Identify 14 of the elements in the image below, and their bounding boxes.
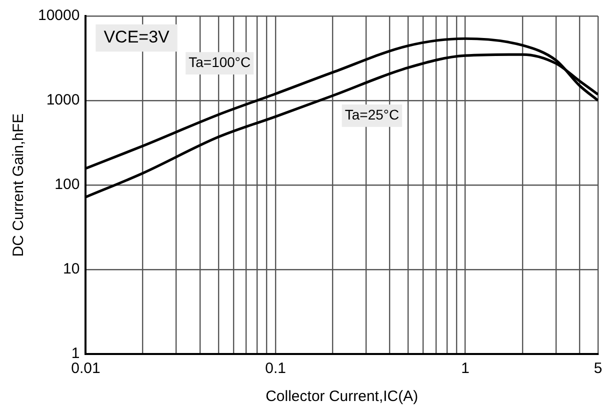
- x-tick-label: 5: [594, 360, 602, 378]
- y-tick-label: 1: [71, 345, 80, 362]
- y-tick-label: 10: [63, 260, 80, 278]
- y-tick-label: 1000: [46, 92, 80, 109]
- x-tick-label: 0.1: [265, 360, 286, 378]
- y-axis-title: DC Current Gain,hFE: [10, 113, 28, 257]
- text: Ta=100°C: [188, 54, 251, 70]
- x-tick-label: 0.01: [71, 360, 100, 378]
- y-tick-label: 100: [54, 176, 80, 194]
- x-tick-label: 1: [461, 360, 470, 378]
- x-axis-title: Collector Current,IC(A): [266, 388, 418, 406]
- series-label: Ta=25°C: [344, 106, 400, 123]
- annotation: VCE=3V: [104, 28, 170, 47]
- y-tick-label: 10000: [38, 7, 80, 24]
